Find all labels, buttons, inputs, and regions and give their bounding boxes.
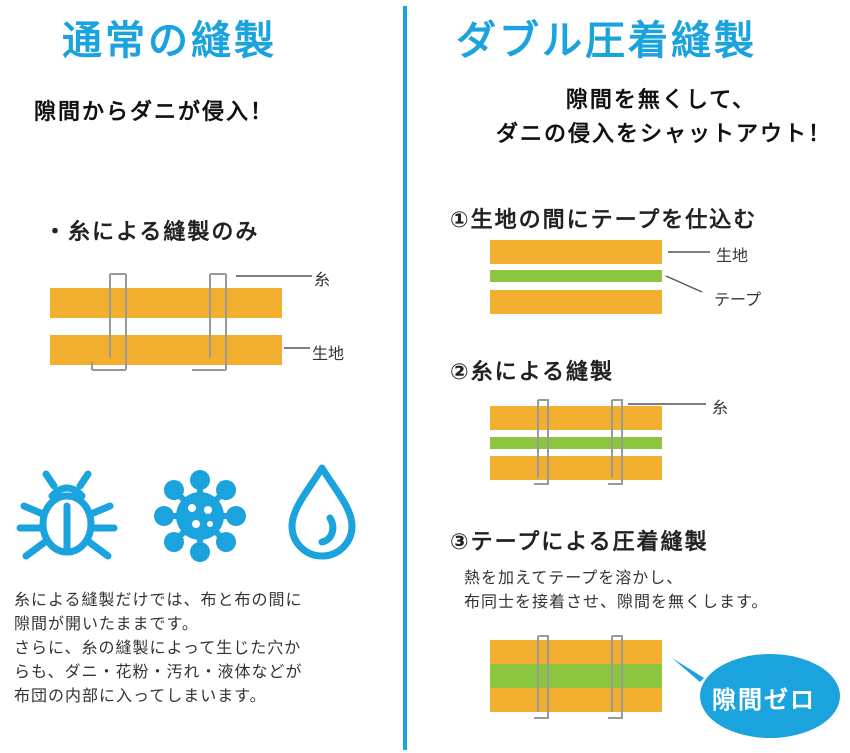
thread-stitches bbox=[534, 399, 706, 485]
step2-thread-label: 糸 bbox=[712, 398, 729, 417]
step1-tape-label: テープ bbox=[714, 290, 762, 309]
left-description: 糸による縫製だけでは、布と布の間に 隙間が開いたままです。 さらに、糸の縫製によ… bbox=[14, 588, 394, 708]
fabric-layer-top bbox=[50, 288, 282, 318]
center-divider bbox=[403, 6, 407, 750]
step1-label: ①生地の間にテープを仕込む bbox=[450, 208, 758, 233]
thread-stitches bbox=[91, 273, 312, 371]
step3-label: ③テープによる圧着縫製 bbox=[450, 530, 709, 555]
step1-leader-lines bbox=[665, 251, 710, 293]
step1-fabric-label: 生地 bbox=[716, 246, 749, 265]
fabric-layer-top bbox=[490, 240, 662, 264]
fabric-layer-top bbox=[490, 406, 662, 430]
fabric-layer-bottom bbox=[50, 335, 282, 365]
tape-layer bbox=[490, 270, 662, 282]
thread-stitches bbox=[534, 635, 623, 719]
tape-layer bbox=[490, 437, 662, 449]
left-fabric-label: 生地 bbox=[312, 344, 345, 363]
right-title: ダブル圧着縫製 bbox=[456, 18, 757, 64]
step2-label: ②糸による縫製 bbox=[450, 360, 614, 385]
bug-icon bbox=[16, 470, 118, 560]
speech-bubble bbox=[672, 654, 840, 738]
step3-description-line: 熱を加えてテープを溶かし、 bbox=[464, 568, 684, 587]
left-title: 通常の縫製 bbox=[62, 18, 277, 64]
right-subtitle-line: ダニの侵入をシャットアウト！ bbox=[495, 122, 832, 147]
left-description-line: らも、ダニ・花粉・汚れ・液体などが bbox=[14, 662, 303, 681]
left-description-line: 布団の内部に入ってしまいます。 bbox=[14, 686, 267, 705]
pollen-icon bbox=[154, 470, 246, 562]
step3-description-line: 布同士を接着させ、隙間を無くします。 bbox=[464, 592, 769, 611]
fused-fabric-bottom bbox=[490, 688, 662, 712]
fused-tape-layer bbox=[490, 664, 662, 688]
gap-zero-badge: 隙間ゼロ bbox=[712, 686, 816, 714]
step3-description: 熱を加えてテープを溶かし、 布同士を接着させ、隙間を無くします。 bbox=[464, 566, 844, 614]
right-subtitle: 隙間を無くして、 ダニの侵入をシャットアウト！ bbox=[470, 84, 842, 152]
left-thread-label: 糸 bbox=[314, 270, 331, 289]
left-description-line: 糸による縫製だけでは、布と布の間に bbox=[14, 590, 303, 609]
fabric-layer-bottom bbox=[490, 290, 662, 314]
left-description-line: さらに、糸の縫製によって生じた穴か bbox=[14, 638, 302, 657]
left-section-label: ・糸による縫製のみ bbox=[44, 220, 260, 245]
left-subtitle: 隙間からダニが侵入！ bbox=[34, 100, 275, 125]
fused-fabric-top bbox=[490, 640, 662, 664]
left-description-line: 隙間が開いたままです。 bbox=[14, 614, 199, 633]
right-subtitle-line: 隙間を無くして、 bbox=[565, 88, 757, 113]
fabric-layer-bottom bbox=[490, 456, 662, 480]
liquid-drop-icon bbox=[288, 464, 356, 560]
